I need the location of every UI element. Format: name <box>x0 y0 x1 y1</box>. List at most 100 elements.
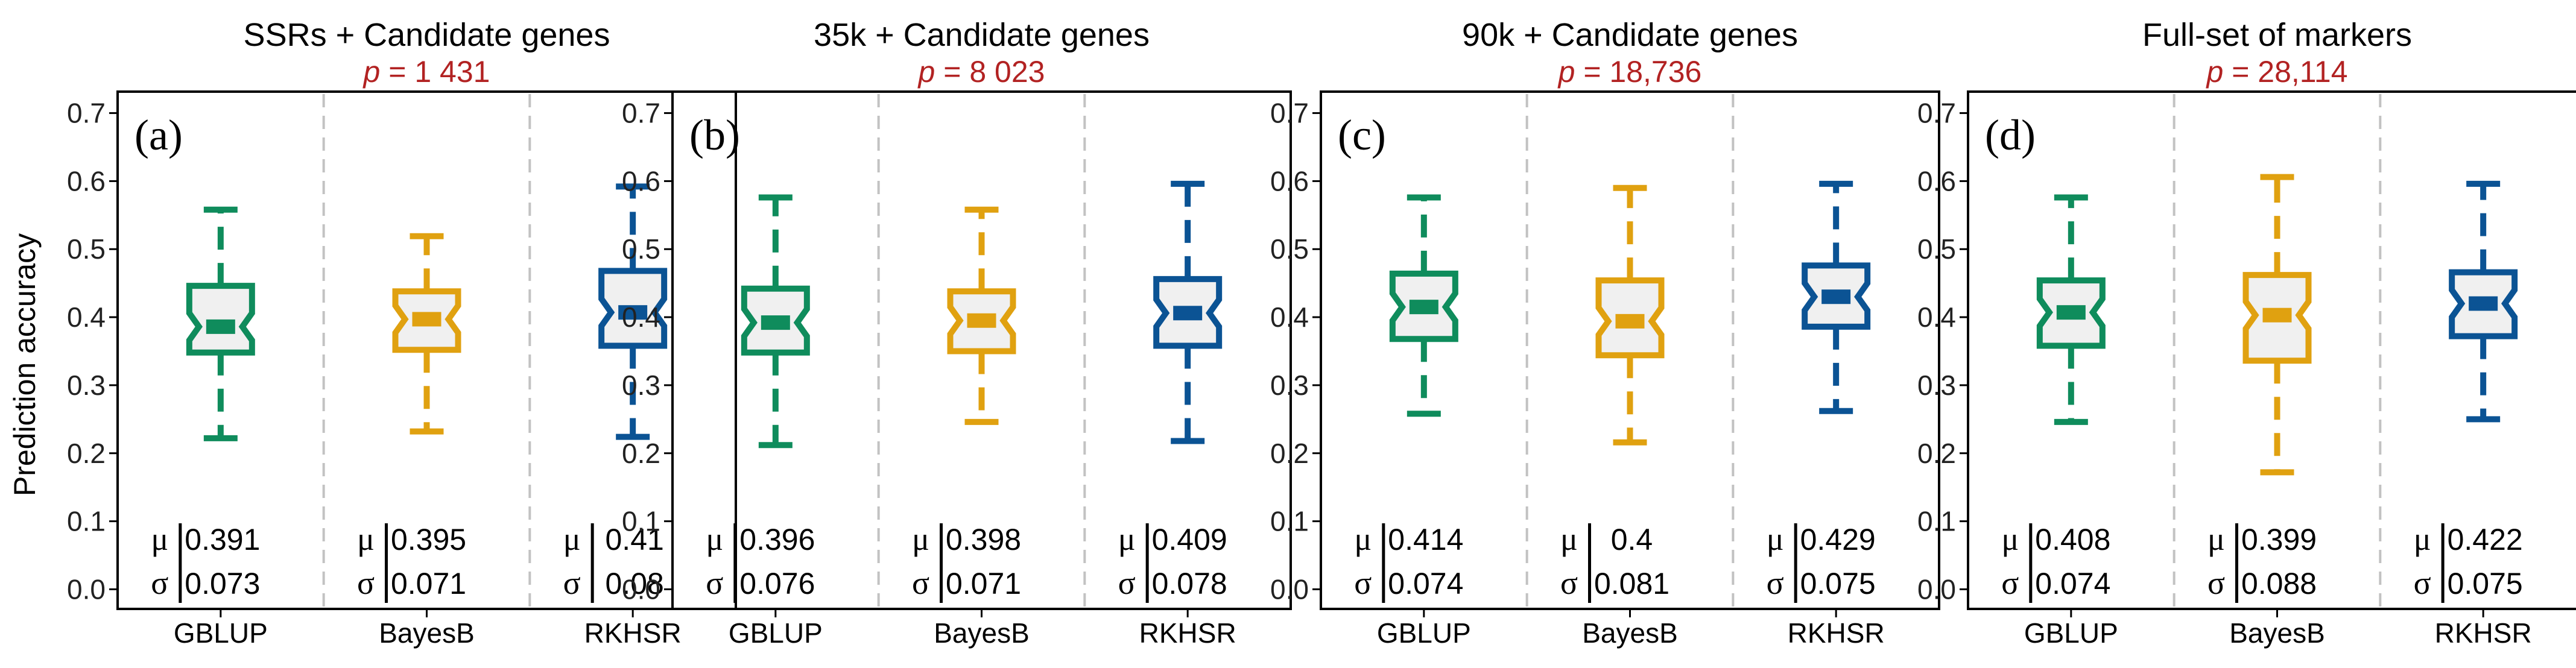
box-gblup: μσ 0.391 0.073 GBLUP <box>151 206 268 649</box>
p-equals: = <box>380 55 414 89</box>
y-tick-label: 0.5 <box>1270 233 1309 265</box>
x-category-label: GBLUP <box>729 617 823 649</box>
box-bayesb: μσ 0.4 0.081 BayesB <box>1560 184 1678 649</box>
x-category-label: RKHSR <box>1139 617 1236 649</box>
p-symbol: p <box>2205 55 2223 89</box>
y-tick-label: 0.1 <box>622 506 660 537</box>
sigma-symbol: σ <box>1560 565 1578 601</box>
box-rkhsr: μσ 0.409 0.078 RKHSR <box>1118 180 1236 649</box>
panel-letter: (a) <box>134 111 183 159</box>
y-tick-label: 0.5 <box>622 233 660 265</box>
y-tick-label: 0.6 <box>1917 165 1956 197</box>
box-gblup: μσ 0.396 0.076 GBLUP <box>706 194 823 649</box>
sigma-symbol: σ <box>1354 565 1372 601</box>
median-marker <box>618 305 648 320</box>
sigma-symbol: σ <box>912 565 929 601</box>
x-category-label: GBLUP <box>174 617 268 649</box>
y-tick-label: 0.0 <box>622 573 660 605</box>
sd-value: 0.071 <box>946 567 1021 600</box>
x-category-label: BayesB <box>379 617 475 649</box>
x-category-label: BayesB <box>1582 617 1678 649</box>
sd-value: 0.081 <box>1594 567 1669 600</box>
median-marker <box>2056 305 2086 320</box>
median-marker <box>206 319 235 334</box>
mean-value: 0.408 <box>2035 523 2110 556</box>
y-tick-label: 0.2 <box>1270 438 1309 469</box>
median-marker <box>1409 300 1438 315</box>
sd-value: 0.075 <box>1800 567 1876 600</box>
mean-value: 0.391 <box>185 523 260 556</box>
mean-value: 0.409 <box>1152 523 1227 556</box>
median-marker <box>761 315 790 330</box>
sigma-symbol: σ <box>151 565 168 601</box>
y-tick-label: 0.6 <box>622 165 660 197</box>
y-tick-label: 0.2 <box>622 438 660 469</box>
panel-title: 90k + Candidate genes <box>1462 17 1798 53</box>
y-tick-label: 0.5 <box>1917 233 1956 265</box>
y-tick-label: 0.7 <box>622 98 660 129</box>
mean-value: 0.4 <box>1611 523 1653 556</box>
p-symbol: p <box>1557 55 1575 89</box>
y-tick-label: 0.5 <box>67 233 106 265</box>
median-marker <box>2469 296 2498 311</box>
panel-letter: (b) <box>689 111 740 159</box>
mu-symbol: μ <box>1767 521 1784 557</box>
panel-title: Full-set of markers <box>2142 17 2412 53</box>
p-value-label: p = 18,736 <box>1557 55 1702 89</box>
panel-letter: (c) <box>1338 111 1386 159</box>
box-gblup: μσ 0.408 0.074 GBLUP <box>2001 194 2118 649</box>
panel-letter: (d) <box>1985 111 2036 159</box>
p-value: 1 431 <box>414 55 490 89</box>
x-category-label: GBLUP <box>1377 617 1471 649</box>
y-tick-label: 0.7 <box>67 98 106 129</box>
sigma-symbol: σ <box>2001 565 2019 601</box>
mu-symbol: μ <box>912 521 929 557</box>
y-tick-label: 0.4 <box>1917 301 1956 333</box>
x-category-label: GBLUP <box>2024 617 2118 649</box>
mean-value: 0.396 <box>739 523 815 556</box>
y-tick-label: 0.3 <box>67 370 106 401</box>
mu-symbol: μ <box>563 521 581 557</box>
p-symbol: p <box>917 55 935 89</box>
sd-value: 0.08 <box>606 567 664 600</box>
y-tick-label: 0.4 <box>622 301 660 333</box>
x-category-label: RKHSR <box>584 617 682 649</box>
y-tick-label: 0.6 <box>1270 165 1309 197</box>
y-tick-label: 0.3 <box>1917 370 1956 401</box>
y-tick-label: 0.4 <box>67 301 106 333</box>
box-rkhsr: μσ 0.41 0.08 RKHSR <box>563 183 682 649</box>
y-tick-label: 0.3 <box>1270 370 1309 401</box>
sigma-symbol: σ <box>357 565 375 601</box>
mean-value: 0.422 <box>2448 523 2523 556</box>
x-category-label: RKHSR <box>1788 617 1885 649</box>
box-body <box>186 283 255 356</box>
p-value-label: p = 1 431 <box>362 55 490 89</box>
p-value: 28,114 <box>2258 55 2347 89</box>
mu-symbol: μ <box>2207 521 2225 557</box>
sigma-symbol: σ <box>706 565 723 601</box>
sigma-symbol: σ <box>1118 565 1136 601</box>
y-tick-label: 0.7 <box>1917 98 1956 129</box>
y-tick-label: 0.2 <box>67 438 106 469</box>
x-category-label: BayesB <box>934 617 1030 649</box>
sd-value: 0.078 <box>1152 567 1227 600</box>
box-rkhsr: μσ 0.429 0.075 RKHSR <box>1767 180 1885 649</box>
mu-symbol: μ <box>2001 521 2019 557</box>
mu-symbol: μ <box>151 521 168 557</box>
box-bayesb: μσ 0.398 0.071 BayesB <box>912 206 1030 649</box>
y-tick-label: 0.7 <box>1270 98 1309 129</box>
sd-value: 0.074 <box>1388 567 1463 600</box>
sd-value: 0.073 <box>185 567 260 600</box>
sigma-symbol: σ <box>1767 565 1784 601</box>
y-tick-label: 0.4 <box>1270 301 1309 333</box>
mu-symbol: μ <box>357 521 375 557</box>
mu-symbol: μ <box>1118 521 1136 557</box>
mean-value: 0.41 <box>606 523 664 556</box>
median-marker <box>1615 314 1645 329</box>
mu-symbol: μ <box>1560 521 1578 557</box>
